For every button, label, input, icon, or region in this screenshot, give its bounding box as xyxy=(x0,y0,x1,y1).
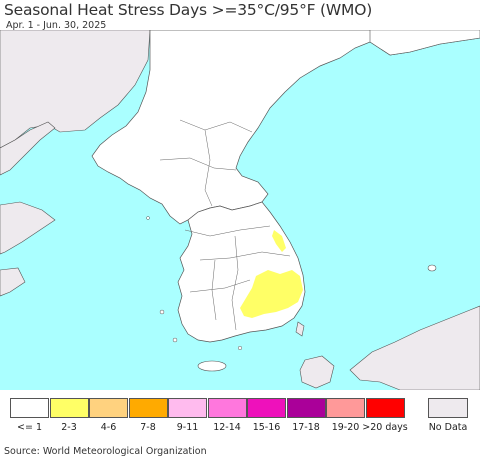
legend-label: >20 days xyxy=(362,422,408,433)
legend-swatch xyxy=(247,398,286,418)
legend-swatch xyxy=(207,398,247,418)
legend-swatch xyxy=(49,398,89,418)
legend-label: 4-6 xyxy=(100,422,117,433)
shandong-land xyxy=(0,201,56,255)
island-dot xyxy=(237,345,243,351)
date-range: Apr. 1 - Jun. 30, 2025 xyxy=(6,20,107,31)
southwest-land xyxy=(0,267,26,297)
legend-swatch xyxy=(286,398,326,418)
legend-label: 2-3 xyxy=(61,422,77,433)
island-dot xyxy=(172,337,178,343)
legend-swatch xyxy=(10,398,49,418)
liaodong-land xyxy=(0,121,56,176)
heat-zone-east-coast xyxy=(272,230,286,252)
russia-coast xyxy=(369,30,480,56)
legend-label: 17-18 xyxy=(292,422,320,433)
legend-swatch xyxy=(365,398,405,418)
legend-label: 12-14 xyxy=(213,422,241,433)
legend: <= 1 2-3 4-6 7-8 9-11 12-14 15-16 17-18 19-20 >20… xyxy=(10,398,472,438)
source-credit: Source: World Meteorological Organizatio… xyxy=(4,446,207,457)
japan-land xyxy=(349,305,480,390)
heat-zone-southeast xyxy=(240,270,303,318)
heat-stress-map xyxy=(0,30,480,390)
legend-swatch xyxy=(168,398,207,418)
japan-kyushu-land xyxy=(299,355,335,389)
legend-swatch xyxy=(128,398,168,418)
ulleung-island xyxy=(427,264,437,272)
legend-label: 9-11 xyxy=(176,422,199,433)
island-dot xyxy=(159,309,165,315)
island-dot xyxy=(146,216,150,220)
legend-swatch xyxy=(89,398,128,418)
map-title: Seasonal Heat Stress Days >=35°C/95°F (W… xyxy=(4,1,373,19)
legend-label: 15-16 xyxy=(252,422,281,433)
legend-swatch xyxy=(326,398,365,418)
legend-label: 7-8 xyxy=(140,422,156,433)
legend-swatch-nodata xyxy=(428,398,468,418)
jeju-island xyxy=(197,360,227,372)
admin-borders xyxy=(159,119,291,331)
legend-label: <= 1 xyxy=(17,422,42,433)
legend-label-nodata: No Data xyxy=(428,422,468,433)
tsushima-island xyxy=(295,321,305,337)
legend-label: 19-20 xyxy=(331,422,360,433)
